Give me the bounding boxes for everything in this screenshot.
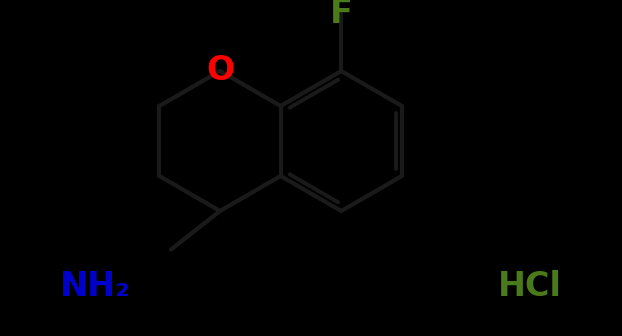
- Text: F: F: [330, 0, 353, 30]
- Text: O: O: [206, 54, 234, 87]
- Text: HCl: HCl: [498, 269, 562, 302]
- Text: NH₂: NH₂: [60, 269, 131, 302]
